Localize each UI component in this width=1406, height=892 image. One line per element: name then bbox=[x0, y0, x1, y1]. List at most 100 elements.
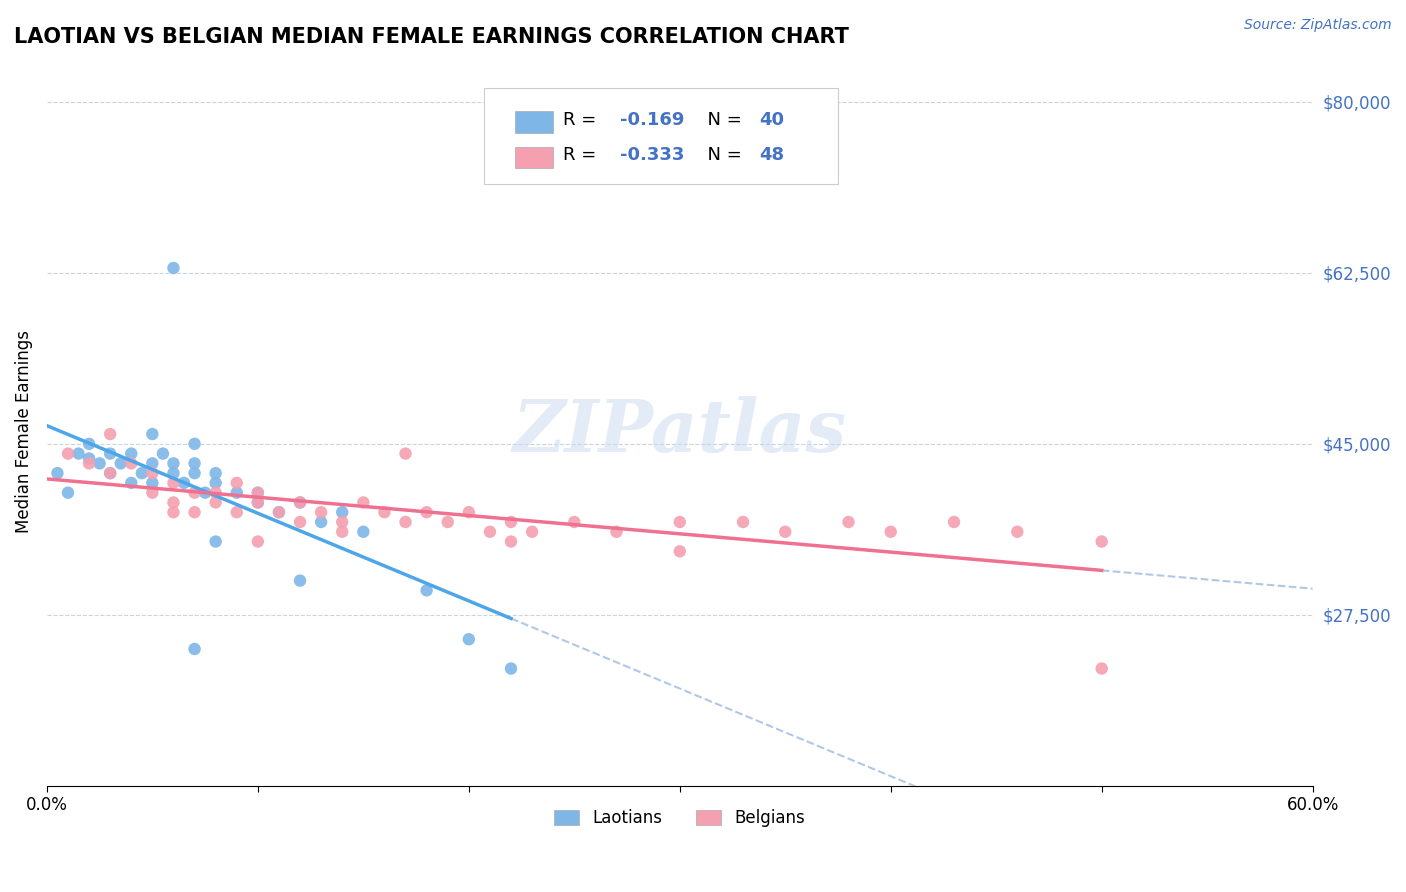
Point bbox=[352, 524, 374, 539]
Point bbox=[46, 466, 69, 480]
FancyBboxPatch shape bbox=[484, 88, 838, 184]
Text: 48: 48 bbox=[759, 146, 785, 164]
Point bbox=[731, 515, 754, 529]
Y-axis label: Median Female Earnings: Median Female Earnings bbox=[15, 330, 32, 533]
Point bbox=[668, 515, 690, 529]
Point bbox=[141, 485, 163, 500]
Point bbox=[499, 661, 522, 675]
Text: LAOTIAN VS BELGIAN MEDIAN FEMALE EARNINGS CORRELATION CHART: LAOTIAN VS BELGIAN MEDIAN FEMALE EARNING… bbox=[14, 27, 849, 46]
Point bbox=[98, 466, 121, 480]
Text: -0.333: -0.333 bbox=[620, 146, 685, 164]
Point bbox=[394, 447, 416, 461]
Text: R =: R = bbox=[564, 146, 602, 164]
Point bbox=[415, 583, 437, 598]
Point bbox=[246, 495, 269, 509]
Point bbox=[77, 456, 100, 470]
Point bbox=[120, 456, 142, 470]
Point bbox=[246, 485, 269, 500]
Point bbox=[880, 524, 903, 539]
Point bbox=[204, 534, 226, 549]
Point bbox=[162, 260, 184, 275]
Point bbox=[98, 466, 121, 480]
Point bbox=[183, 456, 205, 470]
Point bbox=[1091, 661, 1114, 675]
Point bbox=[1091, 534, 1114, 549]
Point bbox=[183, 642, 205, 657]
Point bbox=[194, 485, 217, 500]
Point bbox=[246, 495, 269, 509]
Point bbox=[246, 534, 269, 549]
Point bbox=[775, 524, 797, 539]
Point bbox=[373, 505, 395, 519]
Point bbox=[394, 515, 416, 529]
Text: 40: 40 bbox=[759, 111, 785, 129]
Point bbox=[309, 515, 332, 529]
Point bbox=[288, 515, 311, 529]
Point bbox=[499, 515, 522, 529]
Point bbox=[267, 505, 290, 519]
Point bbox=[183, 437, 205, 451]
Point bbox=[162, 466, 184, 480]
FancyBboxPatch shape bbox=[515, 112, 553, 133]
Text: N =: N = bbox=[696, 146, 748, 164]
Point bbox=[183, 466, 205, 480]
Text: Source: ZipAtlas.com: Source: ZipAtlas.com bbox=[1244, 18, 1392, 32]
Point bbox=[89, 456, 111, 470]
Point bbox=[204, 466, 226, 480]
Point bbox=[141, 475, 163, 490]
Text: R =: R = bbox=[564, 111, 602, 129]
Point bbox=[141, 466, 163, 480]
Point bbox=[77, 437, 100, 451]
Point bbox=[141, 427, 163, 442]
Point bbox=[309, 505, 332, 519]
Point bbox=[173, 475, 195, 490]
Text: ZIPatlas: ZIPatlas bbox=[513, 396, 846, 467]
Point bbox=[162, 475, 184, 490]
Point bbox=[225, 505, 247, 519]
Point bbox=[267, 505, 290, 519]
Point bbox=[288, 495, 311, 509]
Point bbox=[204, 495, 226, 509]
Point bbox=[415, 505, 437, 519]
Point bbox=[77, 451, 100, 466]
Point bbox=[120, 475, 142, 490]
Point bbox=[838, 515, 860, 529]
Point bbox=[120, 447, 142, 461]
Point bbox=[225, 475, 247, 490]
Point bbox=[478, 524, 501, 539]
Point bbox=[1007, 524, 1029, 539]
Point bbox=[330, 524, 353, 539]
Point bbox=[183, 505, 205, 519]
Point bbox=[162, 505, 184, 519]
Point bbox=[152, 447, 174, 461]
Point bbox=[98, 427, 121, 442]
Point bbox=[162, 456, 184, 470]
Point bbox=[605, 524, 627, 539]
Point bbox=[246, 485, 269, 500]
Point bbox=[225, 485, 247, 500]
Point bbox=[110, 456, 132, 470]
Point bbox=[56, 485, 79, 500]
Point bbox=[352, 495, 374, 509]
Point bbox=[141, 456, 163, 470]
Text: N =: N = bbox=[696, 111, 748, 129]
Point bbox=[204, 475, 226, 490]
Point bbox=[330, 515, 353, 529]
Point bbox=[668, 544, 690, 558]
Point bbox=[499, 534, 522, 549]
Point bbox=[67, 447, 90, 461]
Point bbox=[520, 524, 543, 539]
Point bbox=[330, 505, 353, 519]
Point bbox=[162, 495, 184, 509]
Point bbox=[457, 632, 479, 647]
Point bbox=[562, 515, 585, 529]
Point bbox=[943, 515, 966, 529]
FancyBboxPatch shape bbox=[515, 147, 553, 168]
Point bbox=[288, 495, 311, 509]
Point bbox=[98, 447, 121, 461]
Point bbox=[457, 505, 479, 519]
Legend: Laotians, Belgians: Laotians, Belgians bbox=[548, 803, 811, 834]
Point bbox=[204, 485, 226, 500]
Point bbox=[183, 485, 205, 500]
Point bbox=[131, 466, 153, 480]
